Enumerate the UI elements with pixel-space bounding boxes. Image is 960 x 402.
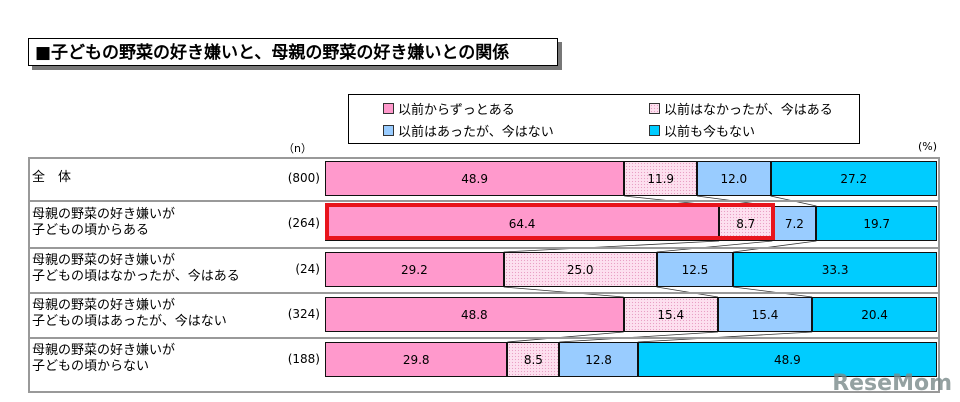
n-value: (800) (287, 171, 320, 185)
legend-swatch (383, 125, 394, 136)
bar-segment: 48.8 (325, 297, 624, 332)
legend-label: 以前はあったが、今はない (398, 125, 554, 140)
category-label-line: 母親の野菜の好き嫌いが (32, 298, 176, 313)
legend-item: 以前はなかったが、今はある (649, 99, 833, 118)
category-label: 全 体 (32, 170, 71, 186)
category-label-line: 子どもの頃はなかったが、今はある (32, 269, 240, 284)
bar-segment: 12.8 (559, 342, 638, 377)
bar-segment: 12.0 (697, 161, 771, 196)
n-header: （n） (283, 142, 312, 155)
chart-frame (28, 157, 940, 393)
legend-label: 以前からずっとある (398, 103, 515, 118)
bar-segment: 11.9 (624, 161, 698, 196)
bar-segment: 8.5 (507, 342, 560, 377)
category-label-line: 子どもの頃からある (32, 223, 150, 238)
legend-label: 以前も今もない (664, 125, 756, 140)
category-label-line: 子どもの頃はあったが、今はない (32, 314, 227, 329)
bar-segment: 15.4 (623, 297, 718, 332)
bar-segment: 7.2 (772, 206, 817, 241)
bar-segment: 48.9 (325, 161, 625, 196)
legend-item: 以前はあったが、今はない (383, 121, 554, 140)
category-label-line: 母親の野菜の好き嫌いが (32, 253, 176, 268)
bar-segment: 64.4 (325, 206, 720, 241)
highlight-box (325, 203, 776, 240)
unit-label: (%) (918, 140, 938, 153)
legend-swatch (649, 125, 660, 136)
n-value: (24) (295, 262, 320, 276)
row-divider (28, 247, 940, 249)
bar-segment: 12.5 (656, 252, 734, 287)
watermark-logo: ReseMom (832, 371, 952, 396)
connector-line (656, 240, 773, 253)
category-label-line: 母親の野菜の好き嫌いが (32, 343, 176, 358)
bar-segment: 27.2 (770, 161, 937, 196)
legend-label: 以前はなかったが、今はある (664, 103, 833, 118)
category-label: 母親の野菜の好き嫌いが 子どもの頃はあったが、今はない (32, 298, 227, 330)
category-label-line: 子どもの頃からない (32, 359, 150, 374)
legend-item: 以前からずっとある (383, 99, 515, 118)
bar-segment: 33.3 (733, 252, 937, 287)
connector-line (733, 240, 817, 253)
legend-swatch (383, 103, 394, 114)
n-value: (264) (287, 216, 320, 230)
legend-swatch (649, 103, 660, 114)
bar-segment: 29.8 (325, 342, 508, 377)
chart-title: ■子どもの野菜の好き嫌いと、母親の野菜の好き嫌いとの関係 (28, 38, 558, 66)
bar-segment: 20.4 (812, 297, 937, 332)
n-value: (188) (287, 352, 320, 366)
bar-segment: 25.0 (503, 252, 657, 287)
bar-segment: 15.4 (717, 297, 813, 332)
connector-line (503, 240, 720, 253)
category-label: 母親の野菜の好き嫌いが 子どもの頃からある (32, 207, 175, 239)
legend-item: 以前も今もない (649, 121, 755, 140)
category-label: 母親の野菜の好き嫌いが 子どもの頃はなかったが、今はある (32, 253, 240, 285)
n-value: (324) (287, 307, 320, 321)
row-divider (28, 292, 940, 294)
category-label-line: 母親の野菜の好き嫌いが (32, 207, 176, 222)
category-label-line: 全 体 (32, 170, 72, 185)
bar-segment: 29.2 (325, 252, 504, 287)
bar-segment: 48.9 (637, 342, 937, 377)
legend: 以前からずっとある 以前はなかったが、今はある以前はあったが、今はない 以前も今もな… (348, 94, 860, 144)
category-label: 母親の野菜の好き嫌いが 子どもの頃からない (32, 343, 175, 375)
row-divider (28, 337, 940, 339)
bar-segment: 19.7 (816, 206, 937, 241)
row-divider (28, 200, 940, 202)
